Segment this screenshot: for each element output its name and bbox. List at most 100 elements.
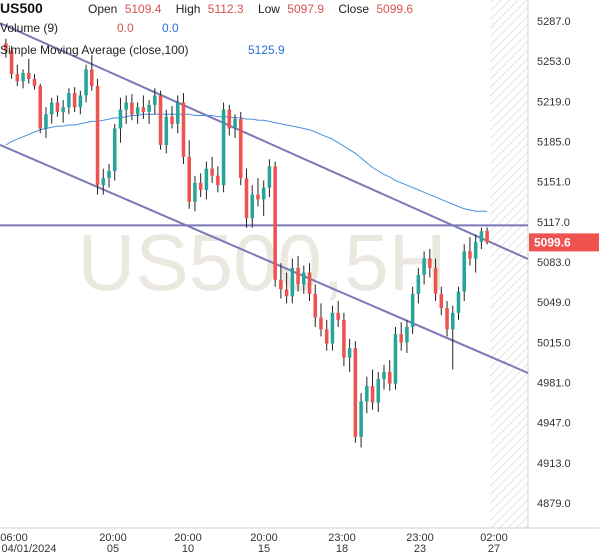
sma-label: Simple Moving Average (close,100)	[0, 43, 189, 57]
price-tick-label: 5287.0	[537, 16, 571, 28]
candle-body	[216, 175, 220, 186]
candle-body	[267, 166, 272, 188]
candle-body	[422, 258, 426, 275]
price-tick-label: 5049.0	[537, 297, 571, 309]
candle-body	[433, 267, 438, 294]
price-tick-label: 4913.0	[537, 458, 571, 470]
price-tick-label: 4981.0	[537, 378, 571, 390]
candle-body	[233, 119, 237, 129]
candle-body	[462, 251, 466, 292]
candle-body	[32, 78, 37, 86]
candle-body	[405, 326, 409, 343]
candle-body	[164, 116, 169, 146]
candle-body	[382, 371, 386, 379]
candle-body	[175, 102, 180, 124]
time-tick-label: 02:00	[480, 532, 508, 544]
time-tick-label: 23:00	[406, 532, 434, 544]
candle-body	[279, 279, 283, 290]
open-value: 5109.4	[124, 2, 162, 16]
watermark: US500,5H	[77, 218, 446, 307]
candle-body	[261, 187, 266, 200]
volume-legend: Volume (9) 0.0 0.0	[0, 21, 179, 35]
price-tick-label: 5117.0	[537, 217, 570, 229]
candle-body	[101, 178, 106, 186]
candle-body	[290, 267, 295, 297]
candle-body	[15, 74, 20, 82]
high-label: High	[175, 2, 201, 16]
candle-body	[468, 251, 472, 259]
candle-body	[330, 312, 335, 344]
date-tick-label: 15	[258, 543, 270, 555]
candle-body	[347, 348, 352, 358]
candle-body	[187, 156, 191, 202]
candles	[4, 38, 489, 448]
candle-body	[376, 378, 381, 403]
candle-body	[55, 102, 60, 112]
candle-body	[256, 194, 260, 200]
symbol-title: US500	[0, 0, 43, 16]
candle-body	[296, 267, 300, 285]
low-label: Low	[257, 2, 280, 16]
candle-body	[118, 109, 123, 129]
volume-value-1: 0.0	[117, 21, 134, 35]
candle-body	[4, 43, 8, 51]
candle-body	[158, 95, 163, 146]
candle-body	[204, 168, 209, 190]
candle-body	[21, 72, 25, 82]
candle-body	[324, 329, 329, 344]
price-badge-bg	[529, 233, 599, 252]
candle-body	[307, 272, 312, 294]
candle-body	[244, 178, 249, 219]
candle-body	[445, 308, 449, 330]
close-value: 5099.6	[376, 2, 414, 16]
candle-body	[9, 50, 14, 75]
low-value: 5097.9	[287, 2, 324, 16]
price-tick-label: 5083.0	[537, 257, 571, 269]
time-tick-label: 06:00	[0, 532, 28, 544]
upper-trendline[interactable]	[0, 22, 529, 260]
date-tick-label: 27	[488, 543, 500, 555]
candle-body	[336, 312, 340, 320]
candle-body	[284, 289, 289, 297]
candle-body	[399, 334, 403, 343]
candle-body	[181, 102, 186, 157]
candle-body	[193, 182, 197, 202]
date-tick-label: 05	[107, 543, 119, 555]
candle-body	[112, 128, 117, 172]
candle-body	[170, 116, 174, 124]
time-tick-label: 20:00	[174, 532, 202, 544]
price-tick-label: 5219.0	[537, 96, 571, 108]
sma-value: 5125.9	[248, 43, 285, 57]
candle-body	[353, 348, 358, 437]
candle-body	[473, 241, 478, 259]
candle-body	[410, 293, 415, 327]
price-badge-text: 5099.6	[534, 235, 571, 249]
price-tick-label: 5253.0	[537, 56, 571, 68]
candle-body	[319, 317, 323, 330]
candle-body	[107, 171, 111, 179]
last-price-badge: 5099.6	[529, 233, 599, 252]
candle-body	[450, 312, 455, 330]
candle-body	[479, 231, 484, 242]
date-tick-label: 04/01/2024	[1, 543, 56, 555]
candle-body	[67, 93, 71, 108]
candle-body	[456, 291, 461, 313]
candle-body	[342, 319, 346, 358]
price-tick-label: 4879.0	[537, 498, 571, 510]
candle-body	[72, 93, 77, 108]
candle-body	[273, 166, 277, 280]
price-axis: 5287.0 5253.0 5219.0 5185.0 5151.0 5117.0 5083…	[537, 16, 571, 510]
open-label: Open	[88, 2, 118, 16]
candle-body	[38, 85, 43, 129]
candle-body	[90, 69, 94, 86]
high-value: 5112.3	[207, 2, 244, 16]
price-tick-label: 5151.0	[537, 177, 571, 189]
price-tick-label: 5015.0	[537, 337, 571, 349]
candle-body	[313, 293, 318, 318]
candle-body	[44, 114, 48, 129]
volume-value-2: 0.0	[162, 21, 179, 35]
lower-trendline[interactable]	[0, 143, 529, 374]
candle-body	[393, 334, 398, 384]
time-tick-label: 20:00	[99, 532, 127, 544]
